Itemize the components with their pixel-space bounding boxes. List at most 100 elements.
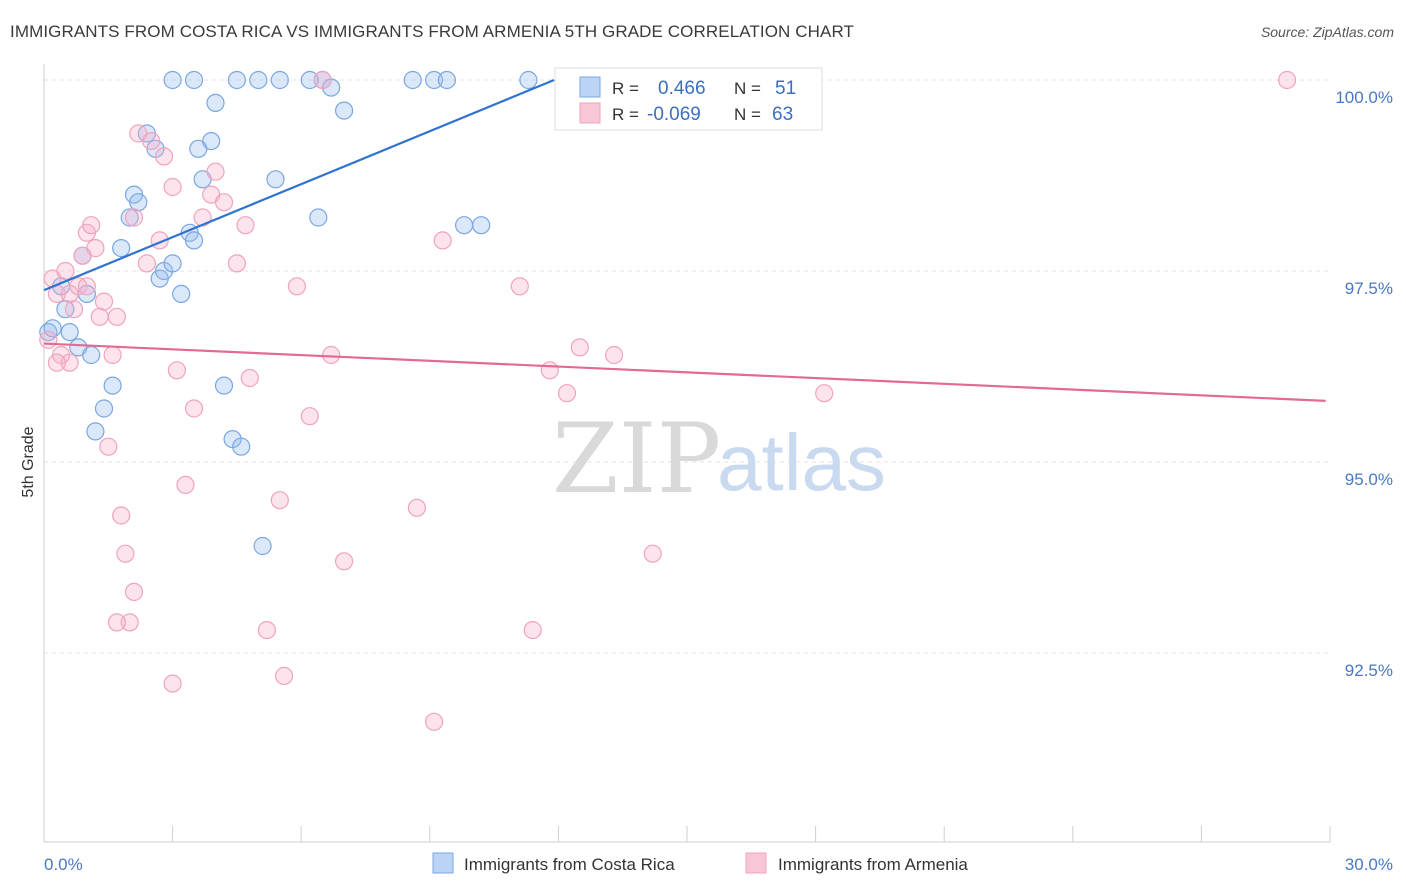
point-armenia-55	[604, 345, 624, 365]
point-costa-rica-20	[163, 254, 182, 273]
point-armenia-37	[270, 491, 289, 510]
point-armenia-20	[124, 208, 144, 227]
point-costa-rica-33	[184, 70, 204, 90]
point-armenia-43	[124, 582, 144, 602]
point-armenia-50	[510, 277, 529, 296]
point-armenia-10	[82, 216, 101, 235]
point-costa-rica-13	[120, 208, 139, 227]
point-costa-rica-30	[232, 437, 251, 456]
legend-n-value-pink: 63	[772, 104, 793, 125]
y-tick-label-1: 95.0%	[1345, 470, 1393, 489]
x-tick-label-0: 0.0%	[44, 855, 83, 874]
point-armenia-12	[90, 307, 109, 326]
bottom-legend-label-pink: Immigrants from Armenia	[778, 855, 968, 874]
point-armenia-60	[77, 277, 97, 296]
point-costa-rica-45	[519, 70, 538, 90]
point-armenia-16	[107, 307, 127, 326]
point-armenia-29	[184, 399, 204, 418]
point-armenia-41	[313, 70, 332, 90]
point-armenia-56	[643, 544, 662, 563]
point-armenia-5	[60, 353, 79, 372]
point-costa-rica-37	[300, 70, 319, 90]
legend-swatch-blue	[579, 76, 601, 98]
point-costa-rica-43	[437, 70, 456, 90]
point-costa-rica-8	[82, 345, 101, 365]
tick-labels: 92.5% 95.0% 97.5% 100.0% 0.0% 30.0%	[44, 88, 1393, 874]
trend-line-costa-rica	[43, 78, 555, 292]
point-armenia-15	[103, 345, 122, 365]
point-costa-rica-9	[86, 422, 105, 441]
point-costa-rica-32	[163, 70, 182, 90]
point-costa-rica-4	[60, 323, 79, 342]
point-armenia-46	[335, 552, 354, 571]
point-armenia-59	[47, 353, 67, 372]
point-armenia-36	[257, 620, 276, 640]
axes	[43, 64, 1331, 843]
point-armenia-53	[557, 384, 577, 403]
point-armenia-44	[107, 613, 127, 632]
point-armenia-17	[112, 506, 131, 525]
point-armenia-4	[56, 261, 75, 281]
watermark-zip: ZIP	[552, 403, 721, 515]
point-armenia-0	[39, 330, 58, 349]
point-costa-rica-15	[129, 193, 148, 212]
point-armenia-14	[99, 437, 118, 456]
point-armenia-40	[300, 407, 319, 426]
point-armenia-25	[154, 147, 174, 166]
point-armenia-13	[94, 292, 114, 311]
point-costa-rica-35	[249, 70, 268, 90]
point-armenia-30	[193, 208, 212, 227]
legend-n-value-blue: 51	[775, 78, 796, 99]
point-costa-rica-27	[206, 93, 225, 113]
trend-lines	[43, 78, 1326, 402]
watermark-atlas: atlas	[717, 418, 886, 507]
point-costa-rica-28	[214, 376, 234, 395]
source-credit: Source: ZipAtlas.com	[1260, 24, 1394, 40]
legend-n-label-blue: N =	[734, 79, 761, 98]
point-armenia-48	[425, 712, 444, 731]
point-costa-rica-34	[227, 70, 246, 90]
point-armenia-57	[815, 384, 834, 403]
point-armenia-6	[64, 300, 84, 319]
bottom-legend-swatch-blue	[432, 852, 454, 874]
point-costa-rica-44	[472, 216, 491, 235]
point-costa-rica-41	[403, 70, 422, 90]
point-costa-rica-42	[425, 70, 444, 90]
y-tick-label-2: 97.5%	[1345, 279, 1393, 298]
point-armenia-54	[570, 338, 589, 357]
point-armenia-34	[227, 254, 246, 273]
point-armenia-52	[540, 361, 559, 380]
point-armenia-18	[116, 544, 135, 563]
bottom-legend-swatch-pink	[745, 852, 767, 874]
point-armenia-27	[167, 361, 186, 380]
point-costa-rica-10	[94, 399, 114, 418]
point-armenia-32	[206, 162, 225, 181]
legend-n-label-pink: N =	[734, 105, 761, 124]
point-costa-rica-1	[43, 319, 62, 338]
point-armenia-47	[407, 498, 426, 517]
point-costa-rica-26	[202, 132, 221, 151]
y-tick-label-3: 100.0%	[1335, 88, 1393, 107]
point-armenia-62	[236, 216, 255, 235]
point-armenia-58	[1277, 70, 1297, 90]
y-tick-label-0: 92.5%	[1345, 661, 1393, 680]
legend-r-label-pink: R =	[612, 105, 639, 124]
point-armenia-51	[523, 620, 542, 640]
point-armenia-38	[275, 666, 294, 686]
point-armenia-11	[86, 239, 105, 258]
point-costa-rica-50	[309, 208, 328, 227]
point-armenia-28	[176, 475, 195, 494]
point-costa-rica-23	[184, 231, 204, 250]
x-tick-label-1: 30.0%	[1345, 855, 1393, 874]
point-costa-rica-36	[270, 70, 289, 90]
chart-title: IMMIGRANTS FROM COSTA RICA VS IMMIGRANTS…	[10, 22, 855, 41]
stats-legend: R = 0.466 N = 51 R = -0.069 N = 63	[554, 67, 823, 131]
point-armenia-26	[163, 177, 182, 197]
y-axis-label: 5th Grade	[20, 426, 37, 497]
point-costa-rica-49	[266, 170, 285, 189]
data-points	[39, 70, 1297, 731]
point-armenia-35	[240, 368, 259, 388]
point-costa-rica-47	[455, 216, 474, 235]
point-armenia-19	[120, 613, 139, 632]
